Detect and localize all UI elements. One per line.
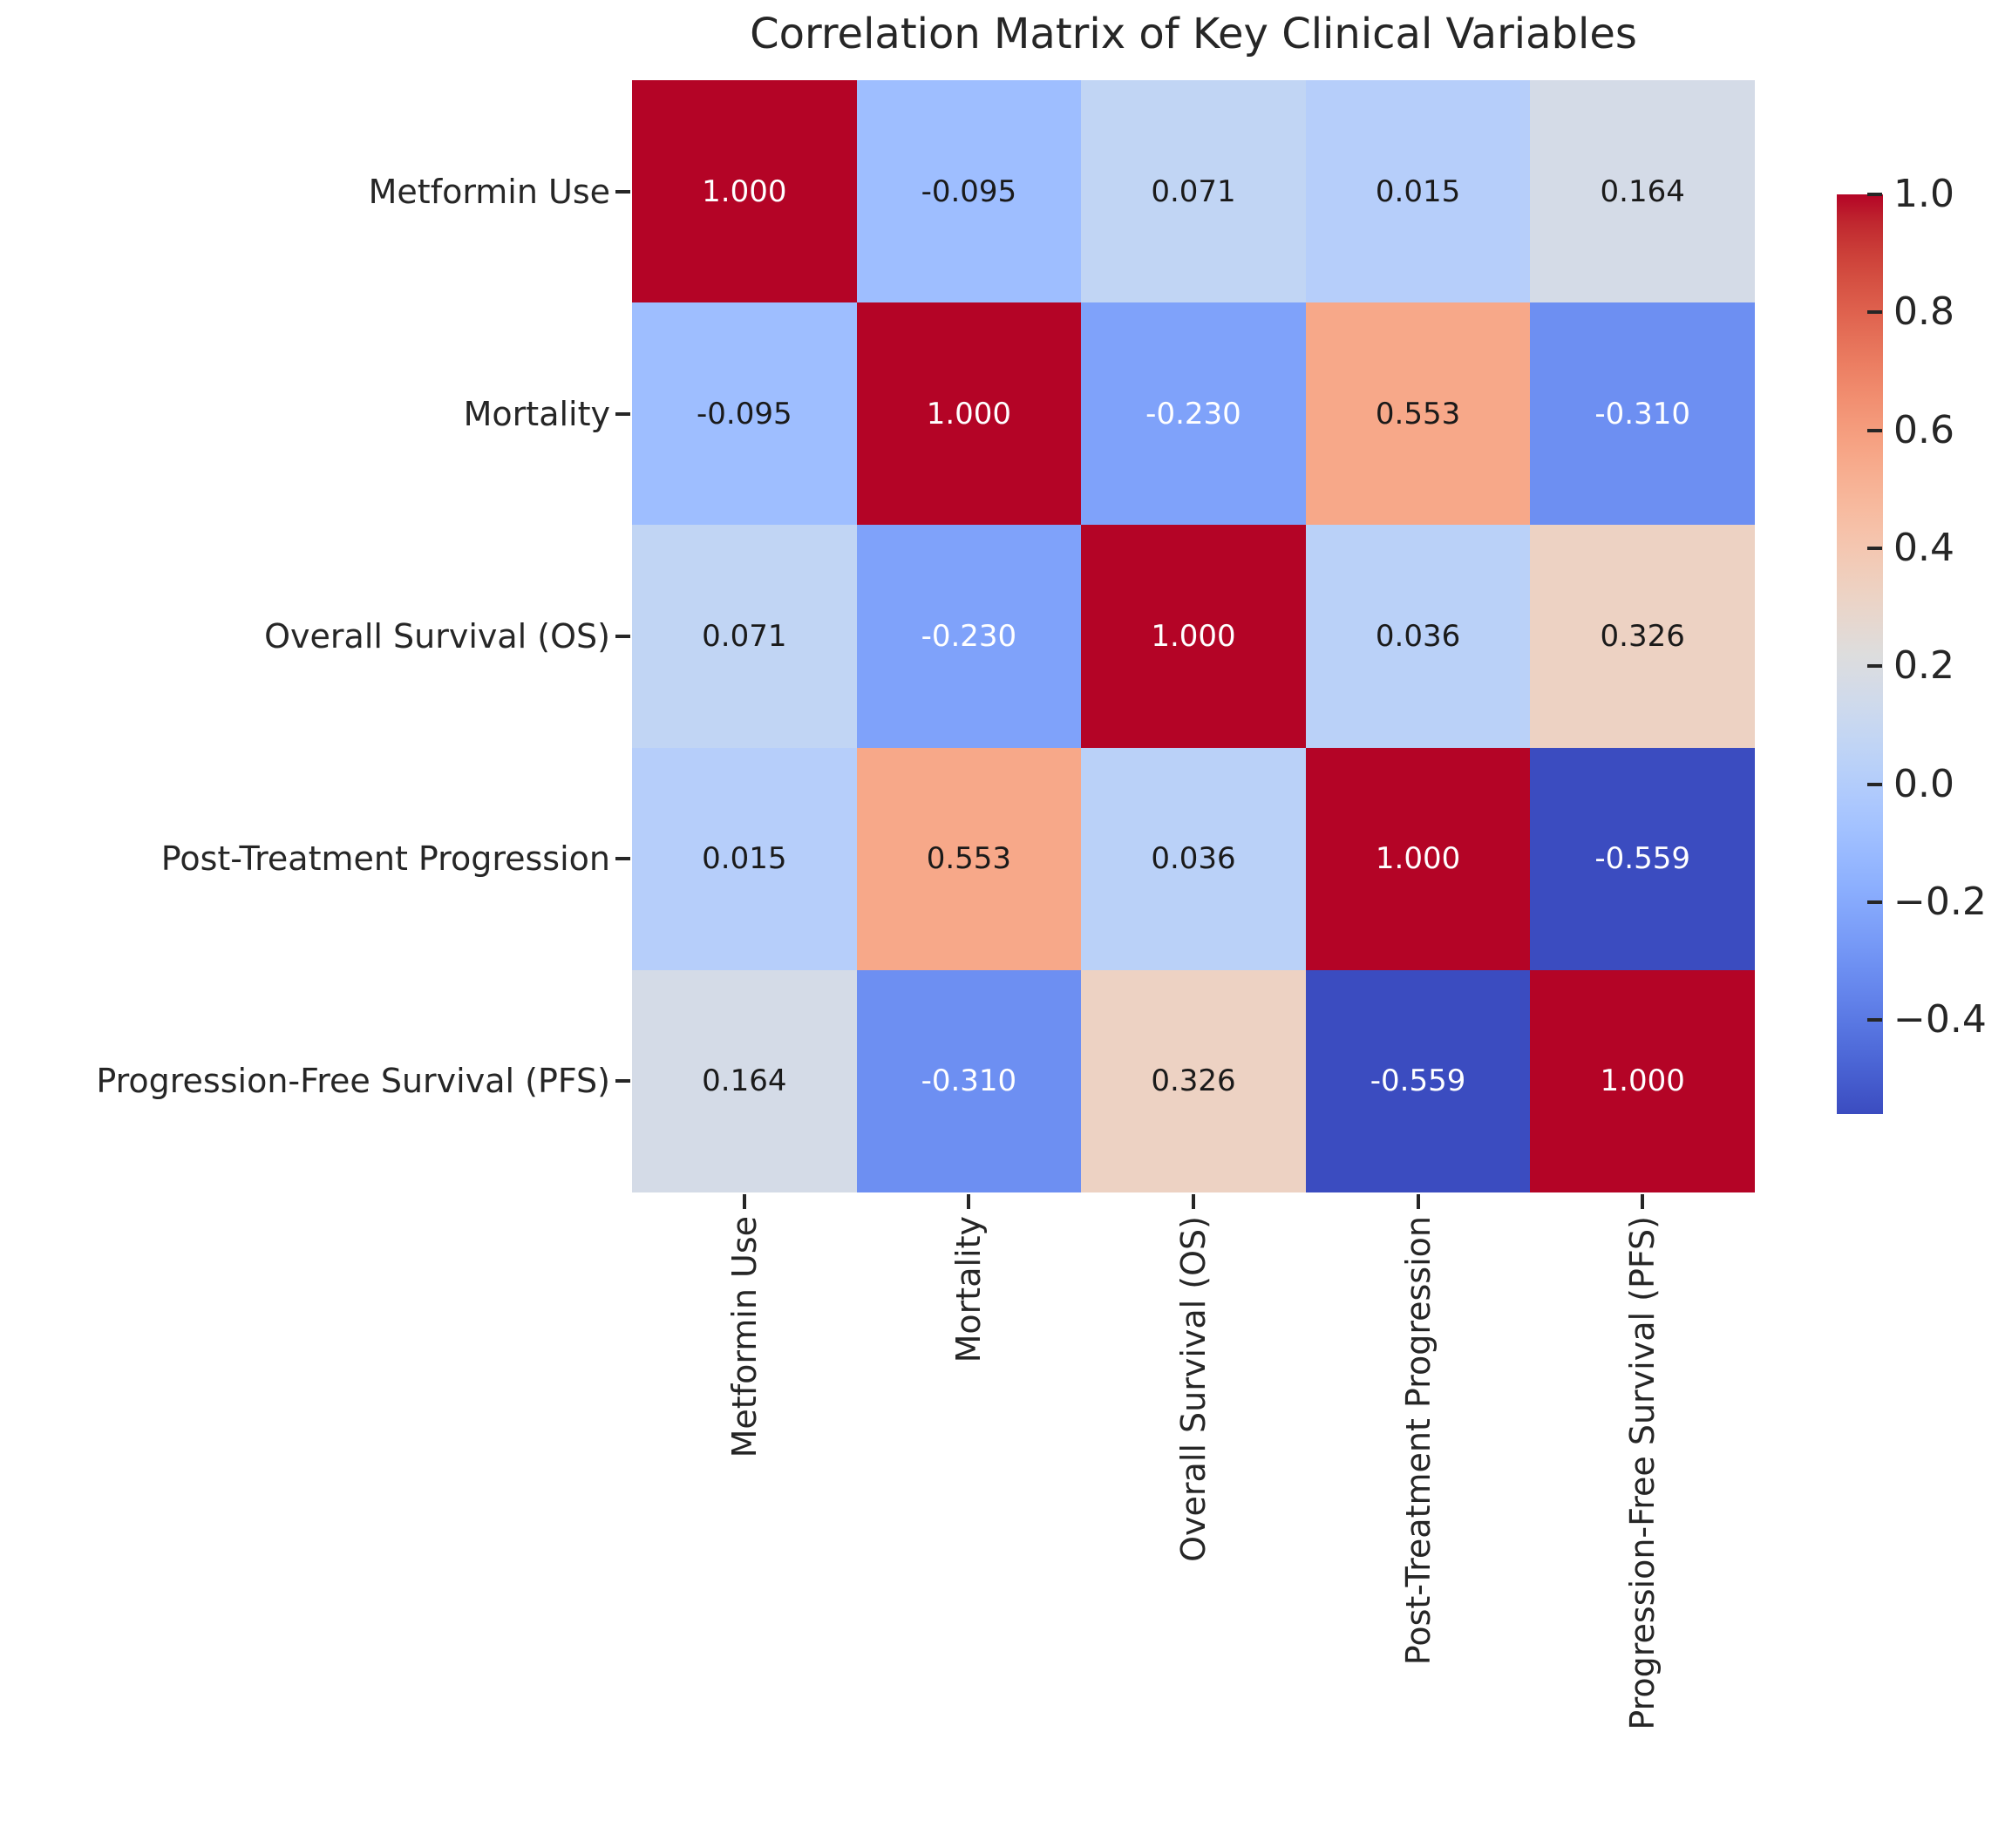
heatmap-cell: 1.000 [1530,969,1755,1192]
x-tick-mark [1416,1194,1420,1209]
heatmap-cell: 1.000 [632,80,857,303]
colorbar-tick-label: 0.4 [1893,526,1954,571]
cell-value: 0.036 [1151,841,1236,877]
x-tick-mark [1641,1194,1645,1209]
colorbar-tick-mark [1867,664,1882,669]
x-tick-label: Post-Treatment Progression [1398,1216,1438,1666]
cell-value: 0.326 [1151,1063,1236,1099]
chart-title: Correlation Matrix of Key Clinical Varia… [750,10,1637,58]
heatmap-cell: 1.000 [1305,747,1531,970]
cell-value: 0.071 [1151,173,1236,209]
heatmap-cell: -0.310 [1530,302,1755,526]
x-tick-label: Metformin Use [724,1216,764,1458]
colorbar-tick-label: −0.2 [1893,880,1987,925]
cell-value: -0.230 [1145,396,1241,431]
y-tick-mark [615,189,630,194]
colorbar-tick-mark [1867,428,1882,432]
cell-value: -0.559 [1594,841,1690,877]
y-tick-label: Mortality [463,394,610,433]
y-tick-label: Metformin Use [368,172,610,211]
colorbar-tick-mark [1867,1018,1882,1023]
heatmap-cell: -0.230 [1081,302,1306,526]
cell-value: 0.036 [1375,618,1461,654]
x-tick-mark [967,1194,971,1209]
heatmap-cell: 0.553 [856,747,1082,970]
y-tick-mark [615,411,630,416]
cell-value: -0.095 [696,396,792,431]
colorbar-tick-label: 0.0 [1893,761,1954,806]
x-tick-label: Progression-Free Survival (PFS) [1623,1216,1662,1730]
colorbar-tick-label: 0.2 [1893,643,1954,689]
heatmap-cell: -0.095 [856,80,1082,303]
heatmap-cell: 0.326 [1530,525,1755,748]
heatmap-cell: -0.310 [856,969,1082,1192]
heatmap-cell: -0.230 [856,525,1082,748]
heatmap-cell: 0.164 [632,969,857,1192]
colorbar-tick-mark [1867,310,1882,315]
cell-value: 0.164 [702,1063,787,1099]
x-tick-label: Overall Survival (OS) [1174,1216,1213,1562]
cell-value: -0.230 [921,618,1017,654]
y-tick-label: Post-Treatment Progression [160,839,610,879]
cell-value: -0.310 [921,1063,1017,1099]
heatmap-cell: 0.071 [1081,80,1306,303]
cell-value: -0.095 [921,173,1017,209]
y-tick-label: Overall Survival (OS) [264,617,610,656]
heatmap: 1.000 -0.095 0.071 0.015 0.164 -0.095 1.000 -0.… [632,80,1755,1192]
x-tick-label: Mortality [949,1216,989,1363]
colorbar-tick-label: 0.8 [1893,289,1954,335]
heatmap-cell: 0.015 [1305,80,1531,303]
colorbar-tick-label: 0.6 [1893,407,1954,452]
y-tick-mark [615,635,630,638]
heatmap-cell: 0.036 [1081,747,1306,970]
colorbar [1837,194,1883,1114]
cell-value: 0.164 [1600,173,1685,209]
cell-value: 0.015 [702,841,787,877]
colorbar-tick-label: 1.0 [1893,172,1954,216]
x-tick-mark [1192,1194,1195,1209]
heatmap-cell: 0.326 [1081,969,1306,1192]
colorbar-tick-label: −0.4 [1893,997,1987,1043]
cell-value: 1.000 [1375,841,1461,877]
cell-value: 1.000 [1151,618,1236,654]
cell-value: -0.310 [1594,396,1690,431]
cell-value: 1.000 [926,396,1012,431]
heatmap-cell: 0.164 [1530,80,1755,303]
cell-value: 0.015 [1375,173,1461,209]
heatmap-cell: -0.559 [1305,969,1531,1192]
cell-value: 0.071 [702,618,787,654]
y-tick-mark [615,857,630,861]
cell-value: 0.326 [1600,618,1685,654]
cell-value: 0.553 [1375,396,1461,431]
heatmap-cell: -0.095 [632,302,857,526]
y-tick-label: Progression-Free Survival (PFS) [96,1062,610,1101]
heatmap-cell: 0.071 [632,525,857,748]
cell-value: 1.000 [1600,1063,1685,1099]
heatmap-cell: 0.036 [1305,525,1531,748]
heatmap-cell: 0.553 [1305,302,1531,526]
x-tick-mark [742,1194,746,1209]
heatmap-cell: 0.015 [632,747,857,970]
colorbar-tick-mark [1867,782,1882,786]
heatmap-cell: 1.000 [1081,525,1306,748]
y-tick-mark [615,1079,630,1084]
colorbar-tick-mark [1867,193,1882,196]
colorbar-tick-mark [1867,547,1882,551]
heatmap-cell: -0.559 [1530,747,1755,970]
heatmap-cell: 1.000 [856,302,1082,526]
cell-value: -0.559 [1370,1063,1466,1099]
cell-value: 0.553 [926,841,1012,877]
colorbar-tick-mark [1867,900,1882,905]
cell-value: 1.000 [702,173,787,209]
